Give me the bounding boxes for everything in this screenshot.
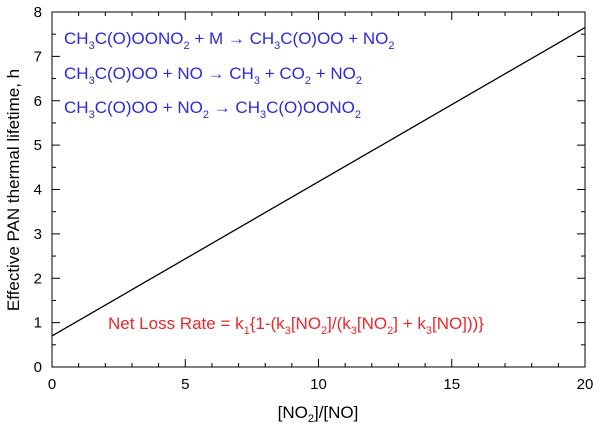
y-tick-label: 1 [34,315,42,332]
y-tick-label: 7 [34,48,42,65]
series-layer [51,26,586,337]
axis-ticks [51,11,586,368]
series-line [51,26,586,337]
x-tick-label: 0 [48,376,56,393]
equation-line: CH3C(O)OO + NO2 → CH3C(O)OONO2 [64,98,361,121]
x-tick-label: 5 [181,376,189,393]
equation-annotations: CH3C(O)OONO2 + M → CH3C(O)OO + NO2 CH3C(O… [64,29,484,337]
x-axis-label: [NO2]/[NO] [278,403,359,425]
y-tick-label: 8 [34,4,42,21]
y-tick-label: 0 [34,359,42,376]
x-tick-label: 20 [577,376,594,393]
equation-line: Net Loss Rate = k1{1-(k3[NO2]/(k3[NO2] +… [108,314,484,337]
y-tick-label: 4 [34,182,42,199]
equation-line: CH3C(O)OONO2 + M → CH3C(O)OO + NO2 [64,29,395,52]
y-tick-label: 5 [34,137,42,154]
axis-tick-labels: 0 5 10 15 20 0 1 2 3 4 5 6 7 8 [34,4,594,393]
y-tick-label: 6 [34,93,42,110]
x-tick-label: 10 [310,376,327,393]
y-tick-label: 3 [34,226,42,243]
x-tick-label: 15 [443,376,460,393]
equation-line: CH3C(O)OO + NO → CH3 + CO2 + NO2 [64,64,362,87]
y-axis-label: Effective PAN thermal lifetime, h [4,69,23,311]
y-tick-label: 2 [34,270,42,287]
